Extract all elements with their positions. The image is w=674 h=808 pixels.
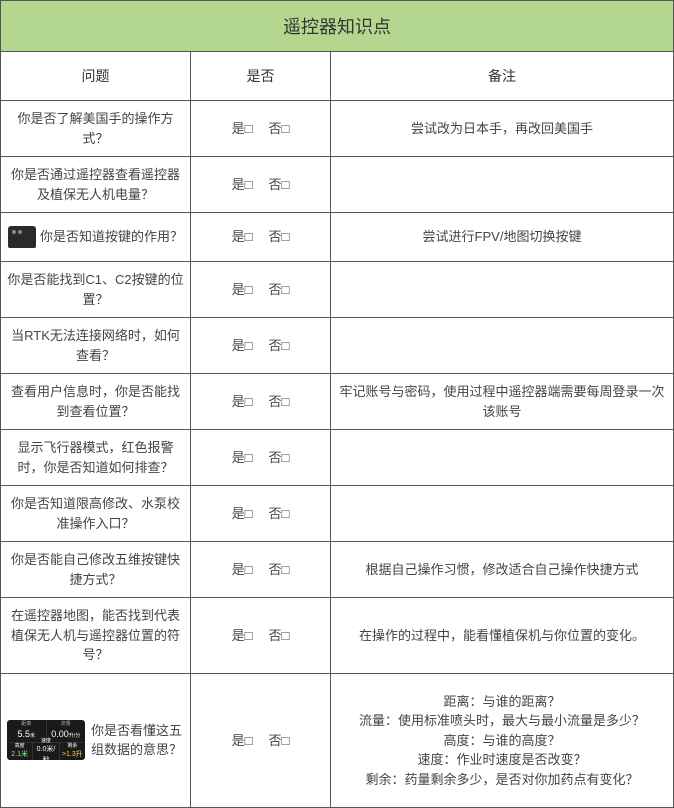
note-line: 流量：使用标准喷头时，最大与最小流量是多少？ (337, 711, 667, 731)
question-text: 查看用户信息时，你是否能找到查看位置？ (7, 382, 184, 421)
question-cell: 你是否知道限高修改、水泵校准操作入口？ (1, 486, 191, 542)
note-line: 距离：与谁的距离？ (337, 692, 667, 712)
note-cell: 尝试改为日本手，再改回美国手 (331, 101, 674, 157)
yesno-cell: 是□ 否□ (191, 430, 331, 486)
table-title: 遥控器知识点 (1, 1, 674, 52)
table-row: 当RTK无法连接网络时，如何查看？ 是□ 否□ (1, 318, 674, 374)
yesno-cell: 是□ 否□ (191, 101, 331, 157)
table-row: 你是否通过遥控器查看遥控器及植保无人机电量？ 是□ 否□ (1, 157, 674, 213)
no-checkbox[interactable]: 否□ (269, 504, 290, 524)
no-checkbox[interactable]: 否□ (269, 227, 290, 247)
yes-checkbox[interactable]: 是□ (232, 504, 253, 524)
note-line: 剩余：药量剩余多少，是否对你加药点有变化？ (337, 770, 667, 790)
note-cell (331, 318, 674, 374)
controller-icon (8, 226, 36, 248)
note-cell (331, 157, 674, 213)
header-row: 问题 是否 备注 (1, 52, 674, 101)
question-cell: 你是否能自己修改五维按键快捷方式？ (1, 542, 191, 598)
table-row: 距离5.5米流量0.00升/分高度2.1米速度0.0米/秒剩余>1.3升你是否看… (1, 673, 674, 808)
question-text: 当RTK无法连接网络时，如何查看？ (7, 326, 184, 365)
question-text: 显示飞行器模式，红色报警时，你是否知道如何排查？ (7, 438, 184, 477)
note-cell: 牢记账号与密码，使用过程中遥控器端需要每周登录一次该账号 (331, 374, 674, 430)
yes-checkbox[interactable]: 是□ (232, 560, 253, 580)
no-checkbox[interactable]: 否□ (269, 280, 290, 300)
question-text: 你是否看懂这五组数据的意思？ (89, 721, 184, 760)
yes-checkbox[interactable]: 是□ (232, 336, 253, 356)
question-text: 你是否了解美国手的操作方式？ (7, 109, 184, 148)
yesno-cell: 是□ 否□ (191, 542, 331, 598)
yesno-cell: 是□ 否□ (191, 318, 331, 374)
note-cell: 根据自己操作习惯，修改适合自己操作快捷方式 (331, 542, 674, 598)
table-row: 你是否知道按键的作用？ 是□ 否□ 尝试进行FPV/地图切换按键 (1, 213, 674, 262)
question-text: 你是否能找到C1、C2按键的位置？ (7, 270, 184, 309)
no-checkbox[interactable]: 否□ (269, 626, 290, 646)
no-checkbox[interactable]: 否□ (269, 175, 290, 195)
yesno-cell: 是□ 否□ (191, 486, 331, 542)
table-row: 显示飞行器模式，红色报警时，你是否知道如何排查？ 是□ 否□ (1, 430, 674, 486)
question-cell: 你是否能找到C1、C2按键的位置？ (1, 262, 191, 318)
question-cell: 距离5.5米流量0.00升/分高度2.1米速度0.0米/秒剩余>1.3升你是否看… (1, 673, 191, 808)
question-cell: 你是否了解美国手的操作方式？ (1, 101, 191, 157)
title-row: 遥控器知识点 (1, 1, 674, 52)
table-row: 在遥控器地图，能否找到代表植保无人机与遥控器位置的符号？ 是□ 否□ 在操作的过程中，… (1, 598, 674, 674)
yesno-cell: 是□ 否□ (191, 157, 331, 213)
no-checkbox[interactable]: 否□ (269, 336, 290, 356)
header-yesno: 是否 (191, 52, 331, 101)
knowledge-table: 遥控器知识点 问题 是否 备注 你是否了解美国手的操作方式？ 是□ 否□ 尝试改为日本… (0, 0, 674, 808)
note-line: 高度：与谁的高度？ (337, 731, 667, 751)
yes-checkbox[interactable]: 是□ (232, 119, 253, 139)
yes-checkbox[interactable]: 是□ (232, 227, 253, 247)
yesno-cell: 是□ 否□ (191, 213, 331, 262)
yesno-cell: 是□ 否□ (191, 673, 331, 808)
table-row: 查看用户信息时，你是否能找到查看位置？ 是□ 否□ 牢记账号与密码，使用过程中遥控器端… (1, 374, 674, 430)
no-checkbox[interactable]: 否□ (269, 731, 290, 751)
question-cell: 当RTK无法连接网络时，如何查看？ (1, 318, 191, 374)
dashboard-icon: 距离5.5米流量0.00升/分高度2.1米速度0.0米/秒剩余>1.3升 (7, 720, 85, 760)
question-cell: 在遥控器地图，能否找到代表植保无人机与遥控器位置的符号？ (1, 598, 191, 674)
note-cell (331, 262, 674, 318)
table-row: 你是否能找到C1、C2按键的位置？ 是□ 否□ (1, 262, 674, 318)
yes-checkbox[interactable]: 是□ (232, 626, 253, 646)
note-cell: 距离：与谁的距离？流量：使用标准喷头时，最大与最小流量是多少？高度：与谁的高度？… (331, 673, 674, 808)
note-cell (331, 486, 674, 542)
no-checkbox[interactable]: 否□ (269, 392, 290, 412)
yes-checkbox[interactable]: 是□ (232, 280, 253, 300)
header-question: 问题 (1, 52, 191, 101)
table-row: 你是否了解美国手的操作方式？ 是□ 否□ 尝试改为日本手，再改回美国手 (1, 101, 674, 157)
note-cell: 在操作的过程中，能看懂植保机与你位置的变化。 (331, 598, 674, 674)
question-text: 在遥控器地图，能否找到代表植保无人机与遥控器位置的符号？ (7, 606, 184, 665)
question-text: 你是否知道限高修改、水泵校准操作入口？ (7, 494, 184, 533)
no-checkbox[interactable]: 否□ (269, 448, 290, 468)
yes-checkbox[interactable]: 是□ (232, 392, 253, 412)
no-checkbox[interactable]: 否□ (269, 119, 290, 139)
question-cell: 你是否通过遥控器查看遥控器及植保无人机电量？ (1, 157, 191, 213)
yes-checkbox[interactable]: 是□ (232, 175, 253, 195)
yes-checkbox[interactable]: 是□ (232, 731, 253, 751)
question-text: 你是否通过遥控器查看遥控器及植保无人机电量？ (7, 165, 184, 204)
question-cell: 显示飞行器模式，红色报警时，你是否知道如何排查？ (1, 430, 191, 486)
yesno-cell: 是□ 否□ (191, 374, 331, 430)
table-row: 你是否知道限高修改、水泵校准操作入口？ 是□ 否□ (1, 486, 674, 542)
no-checkbox[interactable]: 否□ (269, 560, 290, 580)
yesno-cell: 是□ 否□ (191, 598, 331, 674)
yesno-cell: 是□ 否□ (191, 262, 331, 318)
header-note: 备注 (331, 52, 674, 101)
question-text: 你是否知道按键的作用？ (40, 227, 183, 247)
note-line: 速度：作业时速度是否改变？ (337, 750, 667, 770)
question-text: 你是否能自己修改五维按键快捷方式？ (7, 550, 184, 589)
note-cell: 尝试进行FPV/地图切换按键 (331, 213, 674, 262)
question-cell: 你是否知道按键的作用？ (1, 213, 191, 262)
question-cell: 查看用户信息时，你是否能找到查看位置？ (1, 374, 191, 430)
table-row: 你是否能自己修改五维按键快捷方式？ 是□ 否□ 根据自己操作习惯，修改适合自己操作快捷… (1, 542, 674, 598)
note-cell (331, 430, 674, 486)
yes-checkbox[interactable]: 是□ (232, 448, 253, 468)
